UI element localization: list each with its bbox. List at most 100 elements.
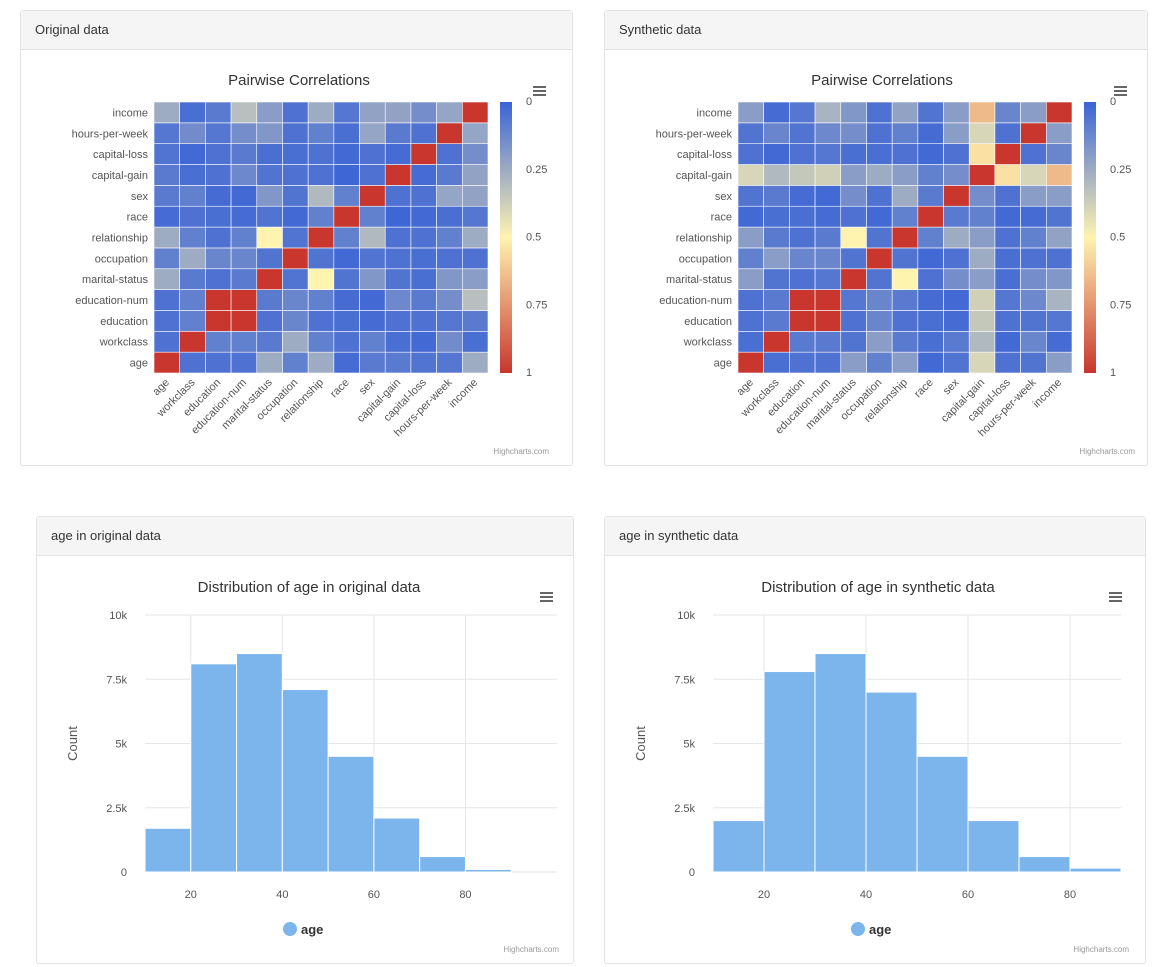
heatmap-cell: [179, 351, 206, 374]
histogram-bar: [373, 817, 421, 873]
hamburger-menu-icon[interactable]: [1114, 86, 1127, 96]
heatmap-cell: [814, 289, 842, 311]
x-tick-label: 40: [860, 889, 872, 901]
heatmap-cell: [333, 122, 360, 144]
heatmap-cell: [205, 289, 232, 311]
heatmap-cell: [179, 164, 206, 186]
heatmap-cell: [410, 310, 437, 332]
heatmap-cell: [943, 351, 970, 374]
hamburger-line: [1114, 86, 1127, 88]
heatmap-cell: [917, 185, 944, 207]
x-tick-label: 20: [185, 889, 197, 901]
panel-header: age in synthetic data: [605, 517, 1145, 556]
hamburger-menu-icon[interactable]: [1109, 592, 1122, 602]
x-axis-label: race: [328, 377, 352, 401]
hamburger-menu-icon[interactable]: [540, 592, 553, 602]
heatmap-cell: [384, 101, 412, 124]
y-axis-label: occupation: [95, 253, 148, 265]
heatmap-cell: [1020, 164, 1047, 186]
heatmap-cell: [153, 247, 180, 270]
panel-original-correlations: Original data Pairwise Correlations age wo…: [20, 10, 573, 466]
heatmap-cell: [384, 122, 412, 144]
heatmap-cell: [282, 268, 309, 290]
heatmap-cell: [1020, 185, 1047, 207]
heatmap-cell: [814, 122, 842, 144]
heatmap-cell: [763, 310, 790, 332]
x-axis-label: race: [912, 377, 936, 401]
hamburger-menu-icon[interactable]: [533, 86, 546, 96]
heatmap-cell: [1020, 101, 1047, 124]
heatmap-cell: [1020, 247, 1047, 270]
heatmap-cell: [307, 268, 335, 290]
y-axis-label: hours-per-week: [656, 128, 733, 140]
heatmap-cell: [384, 247, 412, 270]
heatmap-cell: [462, 164, 489, 186]
heatmap-cell: [866, 331, 893, 353]
y-axis-label: relationship: [676, 233, 732, 245]
heatmap-cell: [384, 310, 412, 332]
heatmap-cell: [462, 351, 489, 374]
heatmap-cell: [205, 143, 232, 165]
panel-header: Original data: [21, 11, 572, 50]
heatmap-cell: [994, 205, 1021, 228]
heatmap-cell: [917, 101, 944, 124]
heatmap-cell: [333, 164, 360, 186]
legend-item[interactable]: age: [283, 922, 323, 937]
heatmap-cell: [307, 289, 335, 311]
heatmap-cell: [205, 205, 232, 228]
heatmap-cell: [968, 205, 996, 228]
hamburger-line: [540, 600, 553, 602]
hamburger-line: [1114, 94, 1127, 96]
histogram-bar: [814, 653, 867, 873]
legend-item[interactable]: age: [851, 922, 891, 937]
heatmap-cell: [436, 122, 463, 144]
heatmap-cell: [153, 101, 180, 124]
x-tick-label: 40: [276, 889, 288, 901]
heatmap-cell: [384, 185, 412, 207]
heatmap-cell: [943, 185, 970, 207]
heatmap-cell: [1046, 101, 1073, 124]
legend-label: age: [869, 922, 891, 937]
heatmap-cell: [737, 289, 764, 311]
heatmap-cell: [436, 143, 463, 165]
heatmap-cell: [840, 205, 867, 228]
heatmap-cell: [891, 185, 919, 207]
heatmap-cell: [1046, 247, 1073, 270]
heatmap-cell: [282, 351, 309, 374]
heatmap-cell: [1046, 185, 1073, 207]
heatmap-cell: [179, 289, 206, 311]
heatmap-cell: [436, 310, 463, 332]
heatmap-cell: [384, 331, 412, 353]
heatmap-cell: [814, 331, 842, 353]
heatmap-cell: [968, 185, 996, 207]
heatmap-cell: [282, 310, 309, 332]
heatmap-cell: [789, 164, 816, 186]
heatmap-cell: [866, 122, 893, 144]
heatmap-cell: [282, 164, 309, 186]
heatmap-cell: [179, 310, 206, 332]
heatmap-cell: [436, 164, 463, 186]
heatmap-cell: [153, 289, 180, 311]
heatmap-cell: [1020, 351, 1047, 374]
heatmap-cell: [891, 122, 919, 144]
hamburger-line: [533, 86, 546, 88]
heatmap-cell: [789, 331, 816, 353]
heatmap-cell: [1020, 205, 1047, 228]
heatmap-cell: [866, 101, 893, 124]
heatmap-cell: [891, 351, 919, 374]
y-axis-label: education: [684, 316, 732, 328]
heatmap-cell: [256, 351, 283, 374]
x-axis-label: age: [151, 377, 172, 398]
heatmap-cell: [436, 351, 463, 374]
heatmap-cell: [1020, 226, 1047, 249]
histogram-bar: [464, 868, 512, 873]
heatmap-cell: [814, 226, 842, 249]
heatmap-cell: [410, 226, 437, 249]
heatmap-cell: [179, 331, 206, 353]
heatmap-cell: [359, 185, 386, 207]
heatmap-cell: [789, 310, 816, 332]
heatmap-cell: [994, 247, 1021, 270]
colorbar-tick-label: 0: [526, 96, 532, 108]
heatmap-cell: [153, 268, 180, 290]
heatmap-cell: [737, 351, 764, 374]
